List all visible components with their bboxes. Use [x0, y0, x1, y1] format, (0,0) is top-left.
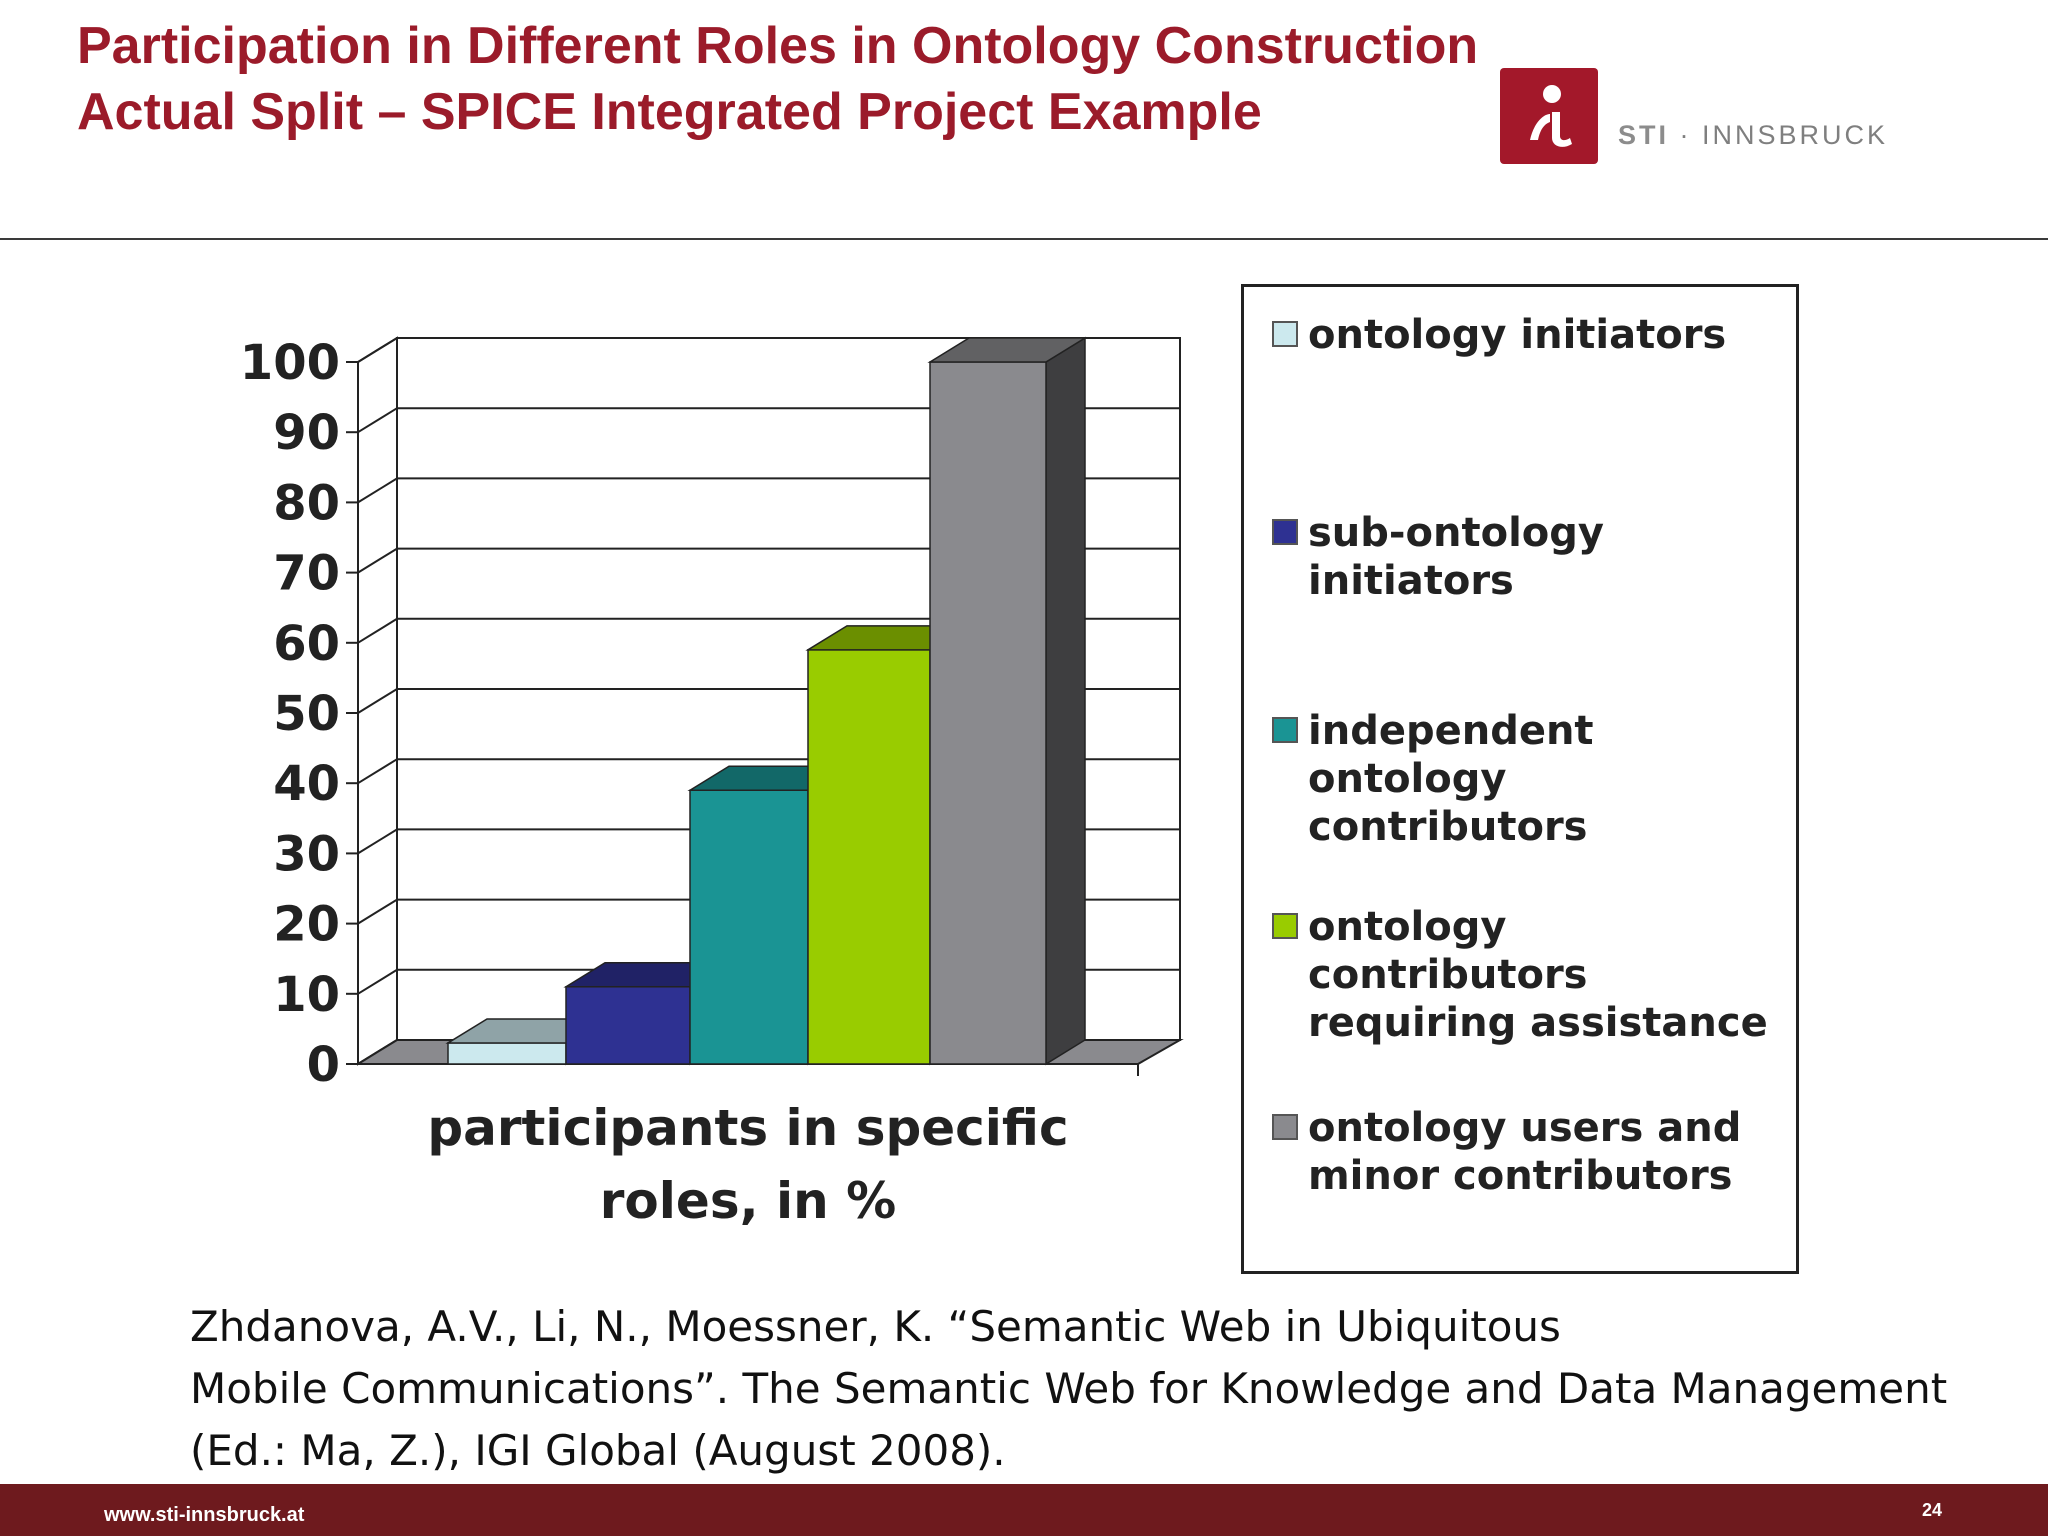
y-tick-label: 40 [273, 756, 340, 812]
bar-3 [689, 789, 809, 1065]
y-tick-label: 20 [273, 897, 340, 953]
legend-label-line: requiring assistance [1308, 1000, 1768, 1046]
citation: Zhdanova, A.V., Li, N., Moessner, K. “Se… [190, 1296, 1970, 1482]
legend-label: ontology contributors requiring assistance [1308, 903, 1788, 1047]
slide-title-line-1: Participation in Different Roles in Onto… [77, 17, 1479, 75]
bar-4 [807, 649, 931, 1065]
legend-label-line: initiators [1308, 558, 1514, 604]
legend-swatch [1272, 1114, 1298, 1140]
gridline [357, 337, 1180, 363]
y-tick-label: 30 [273, 826, 340, 882]
legend-item: independent ontology contributors [1272, 707, 1788, 851]
bar-side-5 [1045, 336, 1086, 1066]
legend-swatch [1272, 519, 1298, 545]
legend-item: ontology initiators [1272, 311, 1788, 359]
legend-label: ontology users and minor contributors [1308, 1104, 1788, 1200]
sti-logo-icon [1530, 85, 1572, 147]
footer-url[interactable]: www.sti-innsbruck.at [104, 1504, 305, 1526]
sti-logo [1500, 68, 1598, 164]
footer-bar [0, 1484, 2048, 1536]
y-tick-label: 10 [273, 967, 340, 1023]
legend-label-line: contributors [1308, 952, 1588, 998]
legend-label-line: ontology initiators [1308, 312, 1727, 358]
x-axis-label: participants in specific [427, 1099, 1068, 1157]
legend-item: sub-ontology initiators [1272, 509, 1788, 605]
citation-line: Zhdanova, A.V., Li, N., Moessner, K. “Se… [190, 1302, 1561, 1351]
legend-label-line: ontology [1308, 904, 1507, 950]
y-tick-label: 0 [307, 1037, 340, 1093]
legend-label-line: minor contributors [1308, 1153, 1733, 1199]
bar-top-5 [927, 337, 1088, 363]
slide-title-line-2: Actual Split – SPICE Integrated Project … [77, 83, 1262, 141]
legend-label-line: sub-ontology [1308, 510, 1604, 556]
gridline [357, 547, 1180, 574]
y-tick-label: 90 [273, 405, 340, 461]
legend-swatch [1272, 913, 1298, 939]
legend-label: ontology initiators [1308, 311, 1788, 359]
y-tick-label: 80 [273, 475, 340, 531]
gridline [357, 477, 1180, 504]
bar-2 [565, 986, 691, 1065]
citation-line: Mobile Communications”. The Semantic Web… [190, 1364, 1948, 1413]
logo-wordmark-rest: · INNSBRUCK [1669, 120, 1889, 150]
legend-label-line: contributors [1308, 804, 1588, 850]
legend-item: ontology users and minor contributors [1272, 1104, 1788, 1200]
y-tick-label: 50 [273, 686, 340, 742]
gridline [357, 617, 1180, 644]
legend-item: ontology contributors requiring assistance [1272, 903, 1788, 1047]
legend-swatch [1272, 717, 1298, 743]
legend-label: sub-ontology initiators [1308, 509, 1788, 605]
citation-line: (Ed.: Ma, Z.), IGI Global (August 2008). [190, 1426, 1006, 1475]
legend-label-line: ontology users and [1308, 1105, 1742, 1151]
legend-swatch [1272, 321, 1298, 347]
bar-5 [929, 361, 1047, 1065]
title-divider [0, 238, 2048, 240]
y-tick-label: 100 [240, 335, 340, 391]
y-tick-label: 60 [273, 616, 340, 672]
legend-label: independent ontology contributors [1308, 707, 1788, 851]
chart-legend: ontology initiators sub-ontology initiator… [1241, 284, 1799, 1274]
bar-1 [447, 1042, 567, 1065]
legend-label-line: independent [1308, 708, 1594, 754]
gridline [357, 407, 1180, 434]
logo-wordmark: STI · INNSBRUCK [1618, 120, 1888, 151]
logo-wordmark-bold: STI [1618, 120, 1670, 150]
y-tick-label: 70 [273, 546, 340, 602]
x-axis-label: roles, in % [600, 1172, 896, 1230]
legend-label-line: ontology [1308, 756, 1507, 802]
page-number: 24 [1922, 1500, 1943, 1520]
